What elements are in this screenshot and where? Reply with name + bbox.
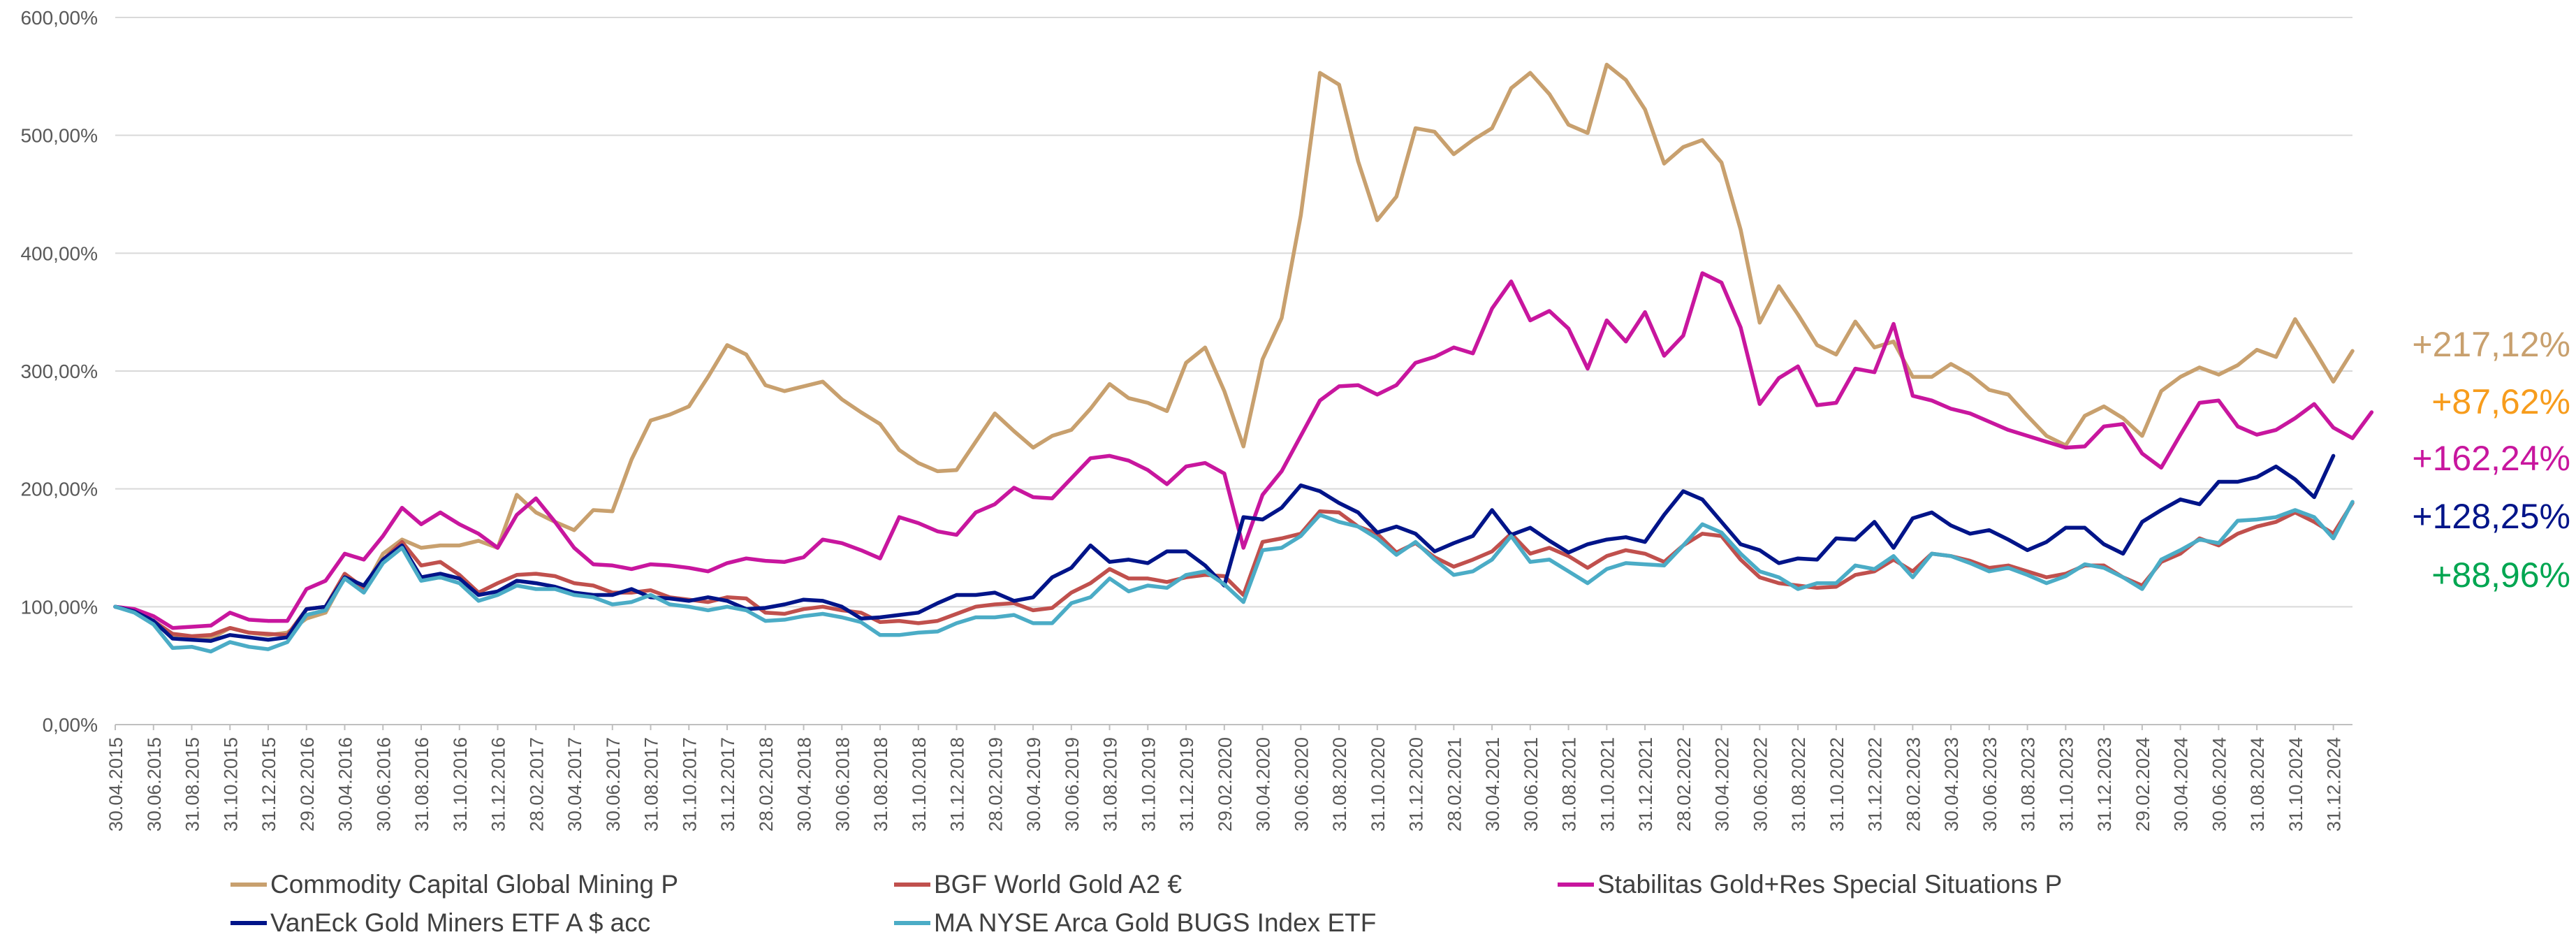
x-tick-label: 30.04.2016: [335, 737, 356, 832]
x-tick-label: 30.06.2020: [1291, 737, 1312, 832]
y-tick-label: 200,00%: [20, 479, 98, 500]
x-tick-label: 30.06.2015: [144, 737, 165, 832]
legend-label: BGF World Gold A2 €: [934, 870, 1182, 899]
y-axis: 0,00% 100,00% 200,00% 300,00% 400,00% 500,00%…: [20, 7, 98, 736]
x-tick-label: 31.08.2019: [1100, 737, 1121, 832]
x-tick-label: 28.02.2021: [1444, 737, 1465, 832]
x-tick-label: 31.12.2020: [1406, 737, 1427, 832]
x-tick-label: 31.12.2015: [258, 737, 279, 832]
x-tick-label: 28.02.2022: [1674, 737, 1695, 832]
x-tick-label: 30.06.2019: [1062, 737, 1083, 832]
x-tick-label: 31.10.2022: [1827, 737, 1847, 832]
x-tick-label: 30.04.2020: [1253, 737, 1274, 832]
end-label: +128,25%: [2412, 497, 2570, 536]
x-tick-label: 31.12.2016: [488, 737, 509, 832]
x-tick-label: 31.10.2020: [1368, 737, 1389, 832]
x-tick-label: 30.04.2018: [794, 737, 815, 832]
x-tick-label: 30.06.2024: [2209, 737, 2230, 832]
series-line-1: [113, 62, 2355, 641]
x-tick-label: 31.12.2021: [1635, 737, 1656, 832]
x-tick-label: 31.12.2024: [2324, 737, 2345, 832]
y-tick-label: 0,00%: [43, 714, 98, 736]
x-tick-label: 31.10.2018: [909, 737, 930, 832]
x-tick-label: 31.10.2016: [450, 737, 471, 832]
x-tick-label: 31.08.2016: [411, 737, 432, 832]
y-tick-label: 500,00%: [20, 125, 98, 147]
x-tick-label: 30.04.2017: [564, 737, 585, 832]
x-tick-label: 31.08.2022: [1788, 737, 1809, 832]
x-tick-label: 31.08.2017: [641, 737, 662, 832]
x-tick-label: 28.02.2018: [756, 737, 777, 832]
x-tick-label: 29.02.2016: [297, 737, 318, 832]
x-tick-label: 30.04.2024: [2171, 737, 2192, 832]
gridlines: [115, 17, 2352, 725]
x-tick-label: 28.02.2017: [526, 737, 547, 832]
x-tick-label: 31.12.2019: [1176, 737, 1197, 832]
end-label: +162,24%: [2412, 439, 2570, 478]
y-tick-label: 400,00%: [20, 242, 98, 264]
x-tick-label: 31.10.2021: [1597, 737, 1618, 832]
x-tick-label: 29.02.2024: [2132, 737, 2153, 832]
x-tick-label: 30.04.2022: [1712, 737, 1733, 832]
y-tick-label: 100,00%: [20, 596, 98, 618]
legend: Commodity Capital Global Mining P BGF Wor…: [230, 870, 2062, 937]
x-tick-label: 31.08.2024: [2247, 737, 2268, 832]
end-label: +217,12%: [2412, 325, 2570, 364]
x-tick-label: 31.08.2023: [2018, 737, 2039, 832]
x-tick-label: 31.10.2024: [2285, 737, 2306, 832]
x-tick-label: 30.06.2018: [832, 737, 853, 832]
x-tick-label: 31.10.2023: [2056, 737, 2077, 832]
x-tick-label: 30.04.2021: [1482, 737, 1503, 832]
legend-label: Stabilitas Gold+Res Special Situations P: [1597, 870, 2062, 899]
x-tick-label: 30.04.2015: [105, 737, 126, 832]
y-tick-label: 300,00%: [20, 361, 98, 382]
series-line-3: [113, 271, 2374, 630]
x-tick-label: 31.12.2018: [947, 737, 968, 832]
end-labels: +217,12% +87,62% +162,24% +128,25% +88,96%: [2412, 325, 2570, 595]
legend-label: Commodity Capital Global Mining P: [270, 870, 678, 899]
x-tick-label: 31.10.2015: [220, 737, 241, 832]
x-tick-label: 31.08.2015: [182, 737, 203, 832]
x-tick-label: 31.12.2022: [1865, 737, 1886, 832]
x-tick-label: 29.02.2020: [1215, 737, 1236, 832]
x-tick-label: 28.02.2023: [1903, 737, 1924, 832]
x-tick-label: 31.10.2019: [1138, 737, 1159, 832]
end-label: +87,62%: [2431, 382, 2570, 421]
series-line-4: [113, 453, 2336, 643]
x-tick-label: 31.08.2020: [1329, 737, 1350, 832]
end-label: +88,96%: [2431, 555, 2570, 595]
x-tick-label: 31.08.2021: [1559, 737, 1580, 832]
legend-label: MA NYSE Arca Gold BUGS Index ETF: [934, 908, 1376, 937]
x-tick-label: 30.04.2023: [1941, 737, 1962, 832]
x-tick-label: 31.08.2018: [870, 737, 891, 832]
x-tick-label: 30.06.2017: [603, 737, 624, 832]
x-tick-label: 30.06.2022: [1750, 737, 1771, 832]
x-tick-label: 31.12.2017: [717, 737, 738, 832]
x-tick-label: 30.04.2019: [1023, 737, 1044, 832]
x-tick-label: 30.06.2016: [373, 737, 394, 832]
x-tick-label: 30.06.2023: [1979, 737, 2000, 832]
x-tick-label: 31.12.2023: [2094, 737, 2115, 832]
series-line-2: [113, 501, 2355, 639]
x-tick-label: 30.06.2021: [1521, 737, 1542, 832]
x-tick-label: 31.10.2017: [679, 737, 700, 832]
y-tick-label: 600,00%: [20, 7, 98, 29]
series-line-5: [113, 500, 2355, 654]
x-tick-label: 28.02.2019: [985, 737, 1006, 832]
x-axis: 30.04.2015 30.06.2015 31.08.2015 31.10.2015…: [105, 725, 2345, 832]
legend-label: VanEck Gold Miners ETF A $ acc: [270, 908, 650, 937]
series-lines: [113, 62, 2374, 654]
